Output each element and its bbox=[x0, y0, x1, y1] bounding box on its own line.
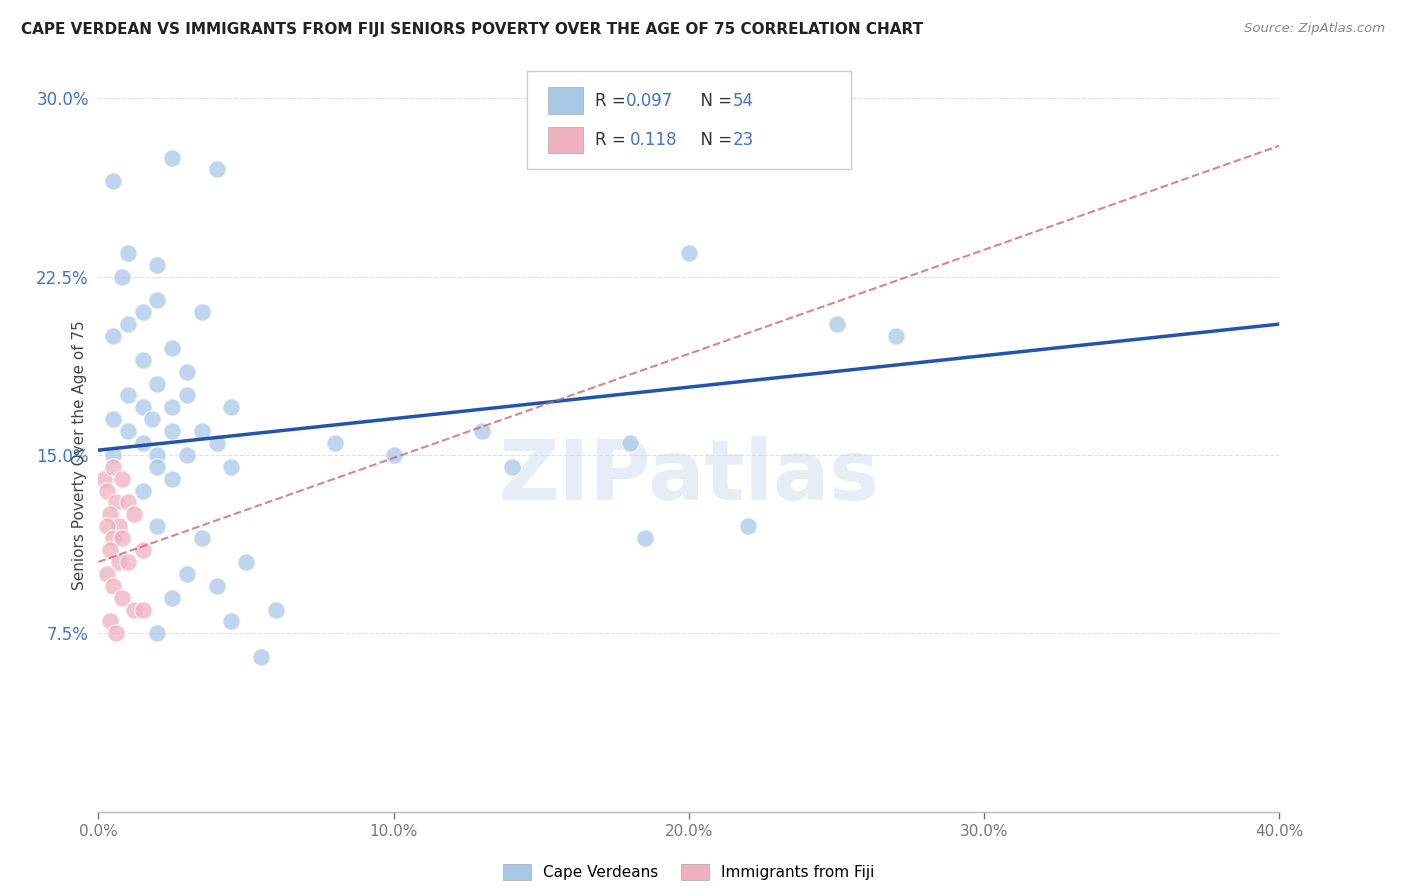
Point bbox=[132, 352, 155, 367]
Point bbox=[96, 566, 118, 581]
Point bbox=[205, 162, 228, 177]
Point bbox=[264, 602, 287, 616]
Point bbox=[205, 579, 228, 593]
Point bbox=[96, 519, 118, 533]
Point bbox=[132, 305, 155, 319]
Point bbox=[105, 626, 128, 640]
Text: CAPE VERDEAN VS IMMIGRANTS FROM FIJI SENIORS POVERTY OVER THE AGE OF 75 CORRELAT: CAPE VERDEAN VS IMMIGRANTS FROM FIJI SEN… bbox=[21, 22, 924, 37]
Point bbox=[98, 508, 121, 522]
Legend: Cape Verdeans, Immigrants from Fiji: Cape Verdeans, Immigrants from Fiji bbox=[498, 858, 880, 886]
Point bbox=[221, 615, 243, 629]
Point bbox=[619, 436, 641, 450]
Point bbox=[146, 293, 169, 308]
Point bbox=[122, 602, 145, 616]
Point bbox=[103, 531, 125, 545]
Point bbox=[678, 245, 700, 260]
Point bbox=[132, 602, 155, 616]
Point bbox=[501, 459, 523, 474]
Point bbox=[250, 650, 273, 665]
Point bbox=[162, 472, 183, 486]
Point bbox=[98, 615, 121, 629]
Point bbox=[132, 483, 155, 498]
Y-axis label: Seniors Poverty Over the Age of 75: Seniors Poverty Over the Age of 75 bbox=[72, 320, 87, 590]
Point bbox=[191, 305, 214, 319]
Point bbox=[103, 459, 125, 474]
Point bbox=[103, 448, 125, 462]
Point bbox=[105, 495, 128, 509]
Point bbox=[221, 459, 243, 474]
Point bbox=[471, 424, 494, 438]
Point bbox=[93, 472, 115, 486]
Point bbox=[162, 424, 183, 438]
Point bbox=[176, 365, 198, 379]
Point bbox=[323, 436, 346, 450]
Point bbox=[103, 579, 125, 593]
Point bbox=[103, 329, 125, 343]
Point bbox=[146, 519, 169, 533]
Text: N =: N = bbox=[690, 131, 738, 149]
Point bbox=[146, 448, 169, 462]
Point bbox=[103, 412, 125, 426]
Point bbox=[191, 531, 214, 545]
Point bbox=[132, 436, 155, 450]
Point bbox=[111, 531, 134, 545]
Point bbox=[146, 626, 169, 640]
Text: ZIPatlas: ZIPatlas bbox=[499, 436, 879, 516]
Point bbox=[176, 566, 198, 581]
Point bbox=[382, 448, 405, 462]
Point bbox=[108, 519, 131, 533]
Point bbox=[132, 401, 155, 415]
Point bbox=[98, 543, 121, 558]
Text: 54: 54 bbox=[733, 92, 754, 110]
Point bbox=[162, 401, 183, 415]
Point bbox=[111, 591, 134, 605]
Point bbox=[825, 317, 848, 331]
Point bbox=[96, 483, 118, 498]
Point bbox=[117, 317, 139, 331]
Point bbox=[103, 174, 125, 188]
Point bbox=[633, 531, 655, 545]
Point bbox=[122, 508, 145, 522]
Text: R =: R = bbox=[595, 131, 636, 149]
Point bbox=[221, 401, 243, 415]
Point bbox=[162, 341, 183, 355]
Point bbox=[117, 388, 139, 402]
Text: 0.118: 0.118 bbox=[630, 131, 678, 149]
Point bbox=[111, 472, 134, 486]
Point bbox=[117, 555, 139, 569]
Point bbox=[146, 376, 169, 391]
Point bbox=[191, 424, 214, 438]
Text: 0.097: 0.097 bbox=[626, 92, 673, 110]
Point bbox=[117, 245, 139, 260]
Point bbox=[235, 555, 257, 569]
Text: Source: ZipAtlas.com: Source: ZipAtlas.com bbox=[1244, 22, 1385, 36]
Point bbox=[162, 151, 183, 165]
Point bbox=[176, 388, 198, 402]
Text: N =: N = bbox=[690, 92, 738, 110]
Point bbox=[108, 555, 131, 569]
Point bbox=[132, 543, 155, 558]
Point bbox=[141, 412, 163, 426]
Text: 23: 23 bbox=[733, 131, 754, 149]
Point bbox=[146, 258, 169, 272]
Point bbox=[146, 459, 169, 474]
Point bbox=[884, 329, 907, 343]
Point bbox=[737, 519, 759, 533]
Point bbox=[111, 269, 134, 284]
Point bbox=[162, 591, 183, 605]
Point bbox=[176, 448, 198, 462]
Text: R =: R = bbox=[595, 92, 631, 110]
Point bbox=[117, 495, 139, 509]
Point bbox=[205, 436, 228, 450]
Point bbox=[117, 424, 139, 438]
